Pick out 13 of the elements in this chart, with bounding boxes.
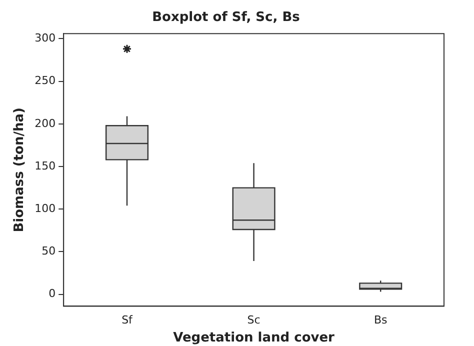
chart-title: Boxplot of Sf, Sc, Bs — [152, 10, 300, 26]
y-tick-label: 0 — [48, 287, 56, 300]
y-tick-label: 200 — [34, 116, 56, 130]
y-tick-label: 100 — [34, 202, 56, 215]
x-tick-label: Sf — [122, 314, 134, 327]
x-axis-title: Vegetation land cover — [173, 330, 336, 346]
x-tick-label: Sc — [247, 314, 260, 327]
y-axis-title: Biomass (ton/ha) — [12, 108, 28, 232]
y-tick-label: 50 — [42, 244, 56, 258]
x-tick-label: Bs — [374, 314, 388, 327]
y-tick-label: 300 — [34, 32, 56, 45]
y-tick-label: 150 — [34, 159, 56, 172]
y-tick-label: 250 — [34, 74, 56, 88]
